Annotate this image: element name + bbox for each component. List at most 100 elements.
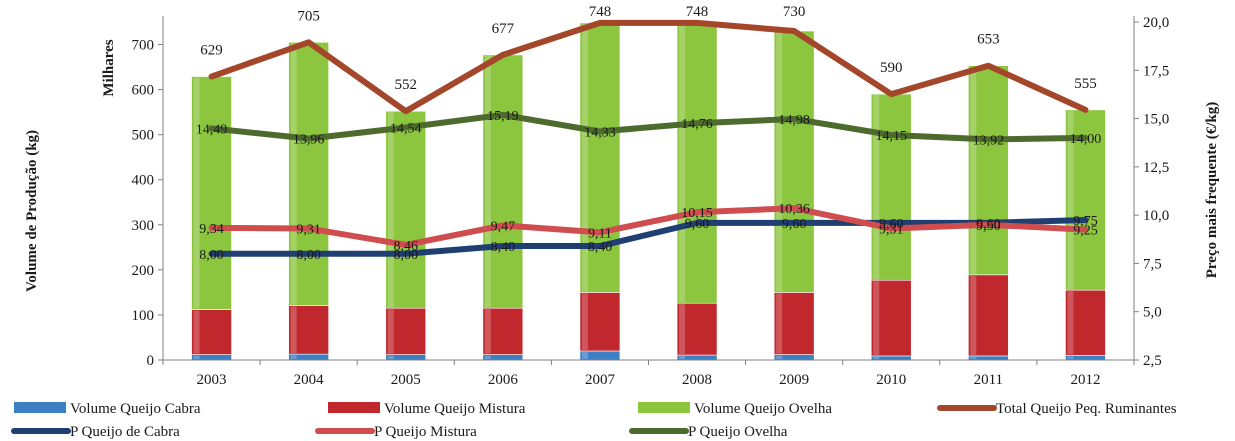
y-tick-label-left-100: 100 [132, 308, 155, 324]
line-price-1 [208, 216, 1089, 257]
y-tick-label-left-300: 300 [132, 218, 155, 234]
bar-highlight-3-2004 [290, 43, 297, 305]
x-tick-label-2010: 2010 [876, 372, 906, 388]
label-price-3-2012: 14,00 [1070, 132, 1102, 147]
bar-highlight-1-2011 [970, 356, 977, 359]
y-tick-label-left-500: 500 [132, 128, 155, 144]
x-tick-label-2009: 2009 [779, 372, 809, 388]
bar-2-2003 [191, 309, 232, 355]
label-price-3-2009: 14,98 [778, 113, 810, 128]
label-price-3-2003: 14,49 [196, 122, 228, 137]
label-total-2006: 677 [492, 21, 515, 37]
legend-label-1: Volume Queijo Cabra [70, 401, 201, 417]
bar-highlight-2-2003 [193, 310, 200, 354]
label-price-3-2005: 14,54 [390, 121, 422, 136]
bar-highlight-1-2003 [193, 355, 200, 359]
bar-highlight-3-2008 [679, 23, 686, 303]
bar-highlight-3-2006 [484, 55, 491, 308]
label-price-1-2010: 9,60 [879, 217, 904, 232]
bar-2-2008 [676, 302, 718, 356]
legend-label-7: P Queijo Ovelha [688, 424, 788, 440]
x-tick-label-2005: 2005 [391, 372, 421, 388]
bar-2-2012 [1065, 289, 1106, 356]
y-axis-title-right: Preço mais frequente (€/kg) [1204, 102, 1220, 279]
label-price-2-2011: 9,50 [976, 219, 1001, 234]
bar-3-2010 [870, 93, 912, 281]
y-tick-label-right-5,0: 5,0 [1143, 305, 1162, 321]
bar-3-2004 [288, 41, 329, 306]
legend-label-2: Volume Queijo Mistura [384, 401, 526, 417]
legend: Volume Queijo Cabra Volume Queijo Mistura… [11, 401, 1177, 440]
label-price-1-2007: 8,40 [588, 240, 613, 255]
bar-2-2011 [968, 274, 1009, 357]
line-price-2 [208, 205, 1089, 248]
label-price-1-2009: 9,60 [782, 217, 807, 232]
label-price-2-2007: 9,11 [588, 226, 612, 241]
label-price-1-2004: 8,00 [296, 248, 321, 263]
bar-highlight-1-2012 [1067, 356, 1074, 359]
y-tick-label-left-400: 400 [132, 173, 155, 189]
label-total-2012: 555 [1074, 76, 1097, 92]
label-price-1-2011: 9,60 [976, 217, 1001, 232]
label-total-2005: 552 [395, 77, 418, 93]
bar-highlight-2-2005 [387, 309, 394, 354]
y-tick-label-right-12,5: 12,5 [1143, 160, 1169, 176]
y-tick-label-left-0: 0 [147, 353, 155, 369]
legend-swatch-3 [638, 402, 690, 413]
y-tick-label-right-15,0: 15,0 [1143, 112, 1169, 128]
y-tick-label-right-2,5: 2,5 [1143, 353, 1162, 369]
x-tick-label-2012: 2012 [1070, 372, 1100, 388]
x-tick-label-2011: 2011 [974, 372, 1003, 388]
label-price-2-2009: 10,36 [778, 202, 810, 217]
legend-swatch-1 [14, 402, 66, 413]
bar-highlight-3-2011 [970, 66, 977, 274]
bar-3-2009 [773, 30, 815, 293]
bar-highlight-1-2004 [290, 355, 297, 359]
bar-3-2008 [676, 22, 718, 304]
label-price-3-2006: 15,19 [487, 109, 519, 124]
x-tick-label-2007: 2007 [585, 372, 616, 388]
label-price-1-2003: 8,00 [199, 248, 224, 263]
bar-highlight-3-2012 [1067, 110, 1074, 290]
x-tick-label-2004: 2004 [294, 372, 325, 388]
label-price-3-2004: 13,96 [293, 133, 325, 148]
bar-highlight-3-2007 [581, 23, 588, 292]
legend-label-4: Total Queijo Peq. Ruminantes [996, 401, 1177, 417]
y-axis-unit-left: Milhares [101, 39, 117, 96]
y-tick-label-left-200: 200 [132, 263, 155, 279]
y-tick-label-right-17,5: 17,5 [1143, 63, 1169, 79]
x-tick-label-2008: 2008 [682, 372, 712, 388]
label-price-3-2010: 14,15 [876, 129, 908, 144]
bar-highlight-2-2011 [970, 275, 977, 355]
label-price-2-2008: 10,15 [681, 206, 713, 221]
label-total-2010: 590 [880, 60, 903, 76]
label-total-2007: 748 [589, 4, 612, 20]
line-total [208, 19, 1089, 115]
bar-highlight-2-2006 [484, 309, 491, 354]
y-axis-title-left: Volume de Produção (kg) [24, 130, 40, 292]
label-total-2003: 629 [200, 43, 223, 59]
bar-highlight-2-2007 [581, 293, 588, 350]
label-price-1-2012: 9,75 [1073, 214, 1098, 229]
bar-highlight-1-2005 [387, 355, 394, 359]
label-price-2-2005: 8,46 [394, 239, 419, 254]
bar-3-2011 [968, 65, 1009, 276]
bar-highlight-1-2007 [581, 351, 588, 359]
y-tick-label-right-10,0: 10,0 [1143, 208, 1169, 224]
label-total-2004: 705 [297, 8, 320, 24]
bar-highlight-3-2009 [776, 32, 783, 292]
bar-highlight-2-2004 [290, 306, 297, 354]
bar-highlight-2-2010 [873, 281, 880, 355]
legend-label-3: Volume Queijo Ovelha [694, 401, 832, 417]
line-price-3 [208, 111, 1089, 143]
bar-highlight-2-2009 [776, 293, 783, 354]
bar-3-2003 [191, 76, 232, 310]
bar-highlight-1-2008 [679, 356, 686, 359]
bar-highlight-1-2009 [776, 355, 783, 359]
x-tick-label-2006: 2006 [488, 372, 519, 388]
label-price-1-2005: 8,00 [394, 248, 419, 263]
bar-highlight-1-2010 [873, 356, 880, 359]
y-tick-label-left-600: 600 [132, 83, 155, 99]
label-price-1-2006: 8,40 [491, 240, 516, 255]
